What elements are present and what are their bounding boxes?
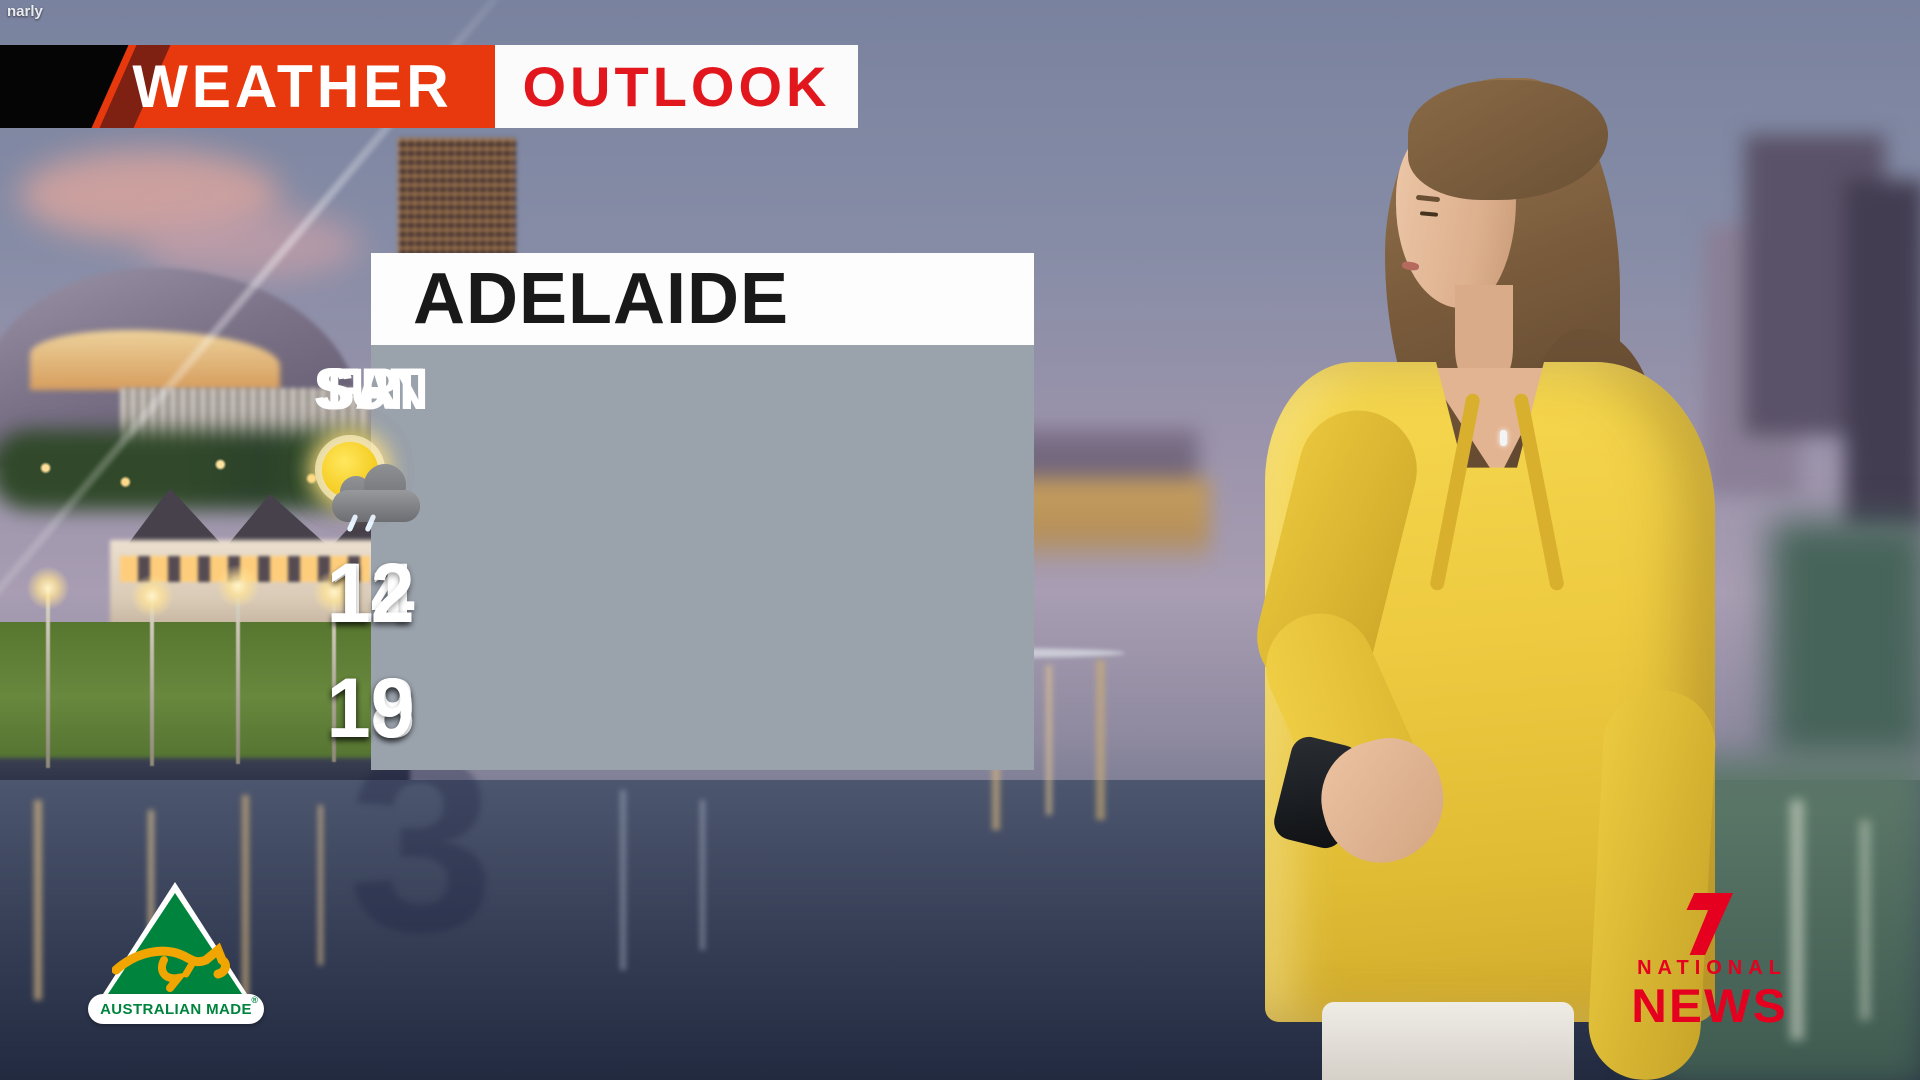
seven-network-icon: [1686, 893, 1734, 955]
forecast-columns: FRI 14 19 SAT: [313, 345, 1034, 770]
pole-lamp: [216, 564, 260, 608]
dusk-clouds: [20, 150, 280, 240]
australian-made-banner: AUSTRALIAN MADE ®: [88, 994, 264, 1024]
australian-made-logo: AUSTRALIAN MADE ®: [88, 882, 264, 1030]
light-reflection: [1096, 660, 1105, 820]
light-pole: [236, 586, 240, 764]
light-pole: [150, 596, 154, 766]
seven-news-logo: NATIONAL NEWS: [1624, 893, 1794, 1033]
light-reflection: [620, 790, 626, 970]
light-reflection: [1860, 820, 1870, 1020]
pole-lamp: [130, 574, 174, 618]
blurred-building: [1845, 180, 1920, 530]
presenter-hair-fringe: [1408, 80, 1608, 200]
corner-watermark: narly: [7, 3, 43, 20]
light-pole: [46, 588, 50, 768]
river-bank: [0, 758, 410, 798]
news-label: NEWS: [1630, 979, 1788, 1032]
convention-centre-roof: [0, 268, 360, 468]
blurred-building: [1745, 135, 1885, 435]
lapel-pin: [1500, 430, 1507, 446]
forecast-table: ADELAIDE FRI 14 19 S: [313, 253, 1034, 770]
weather-outlook-banner: WEATHER OUTLOOK: [0, 45, 858, 128]
pole-lamp: [26, 566, 70, 610]
city-tower: [398, 138, 516, 258]
australian-made-label: AUSTRALIAN MADE: [100, 1000, 252, 1018]
national-label: NATIONAL: [1637, 957, 1787, 979]
partly-cloudy-showers-icon: [306, 440, 436, 534]
light-reflection: [318, 805, 323, 965]
banner-weather-label: WEATHER: [132, 53, 453, 120]
presenter-skirt: [1322, 1002, 1574, 1080]
light-reflection: [1046, 665, 1052, 815]
light-reflection: [700, 800, 705, 950]
light-reflection: [34, 800, 42, 1000]
banner-outlook-label: OUTLOOK: [522, 55, 831, 118]
cloud-icon: [332, 463, 422, 524]
convention-centre-glass: [30, 330, 280, 390]
banner-white-panel: [495, 45, 858, 128]
location-title: ADELAIDE: [371, 253, 1034, 345]
teal-foliage: [1770, 520, 1920, 760]
registered-mark: ®: [251, 995, 258, 1005]
dusk-clouds: [140, 210, 360, 280]
kangaroo-icon: [112, 942, 230, 992]
blurred-building: [1705, 225, 1800, 495]
